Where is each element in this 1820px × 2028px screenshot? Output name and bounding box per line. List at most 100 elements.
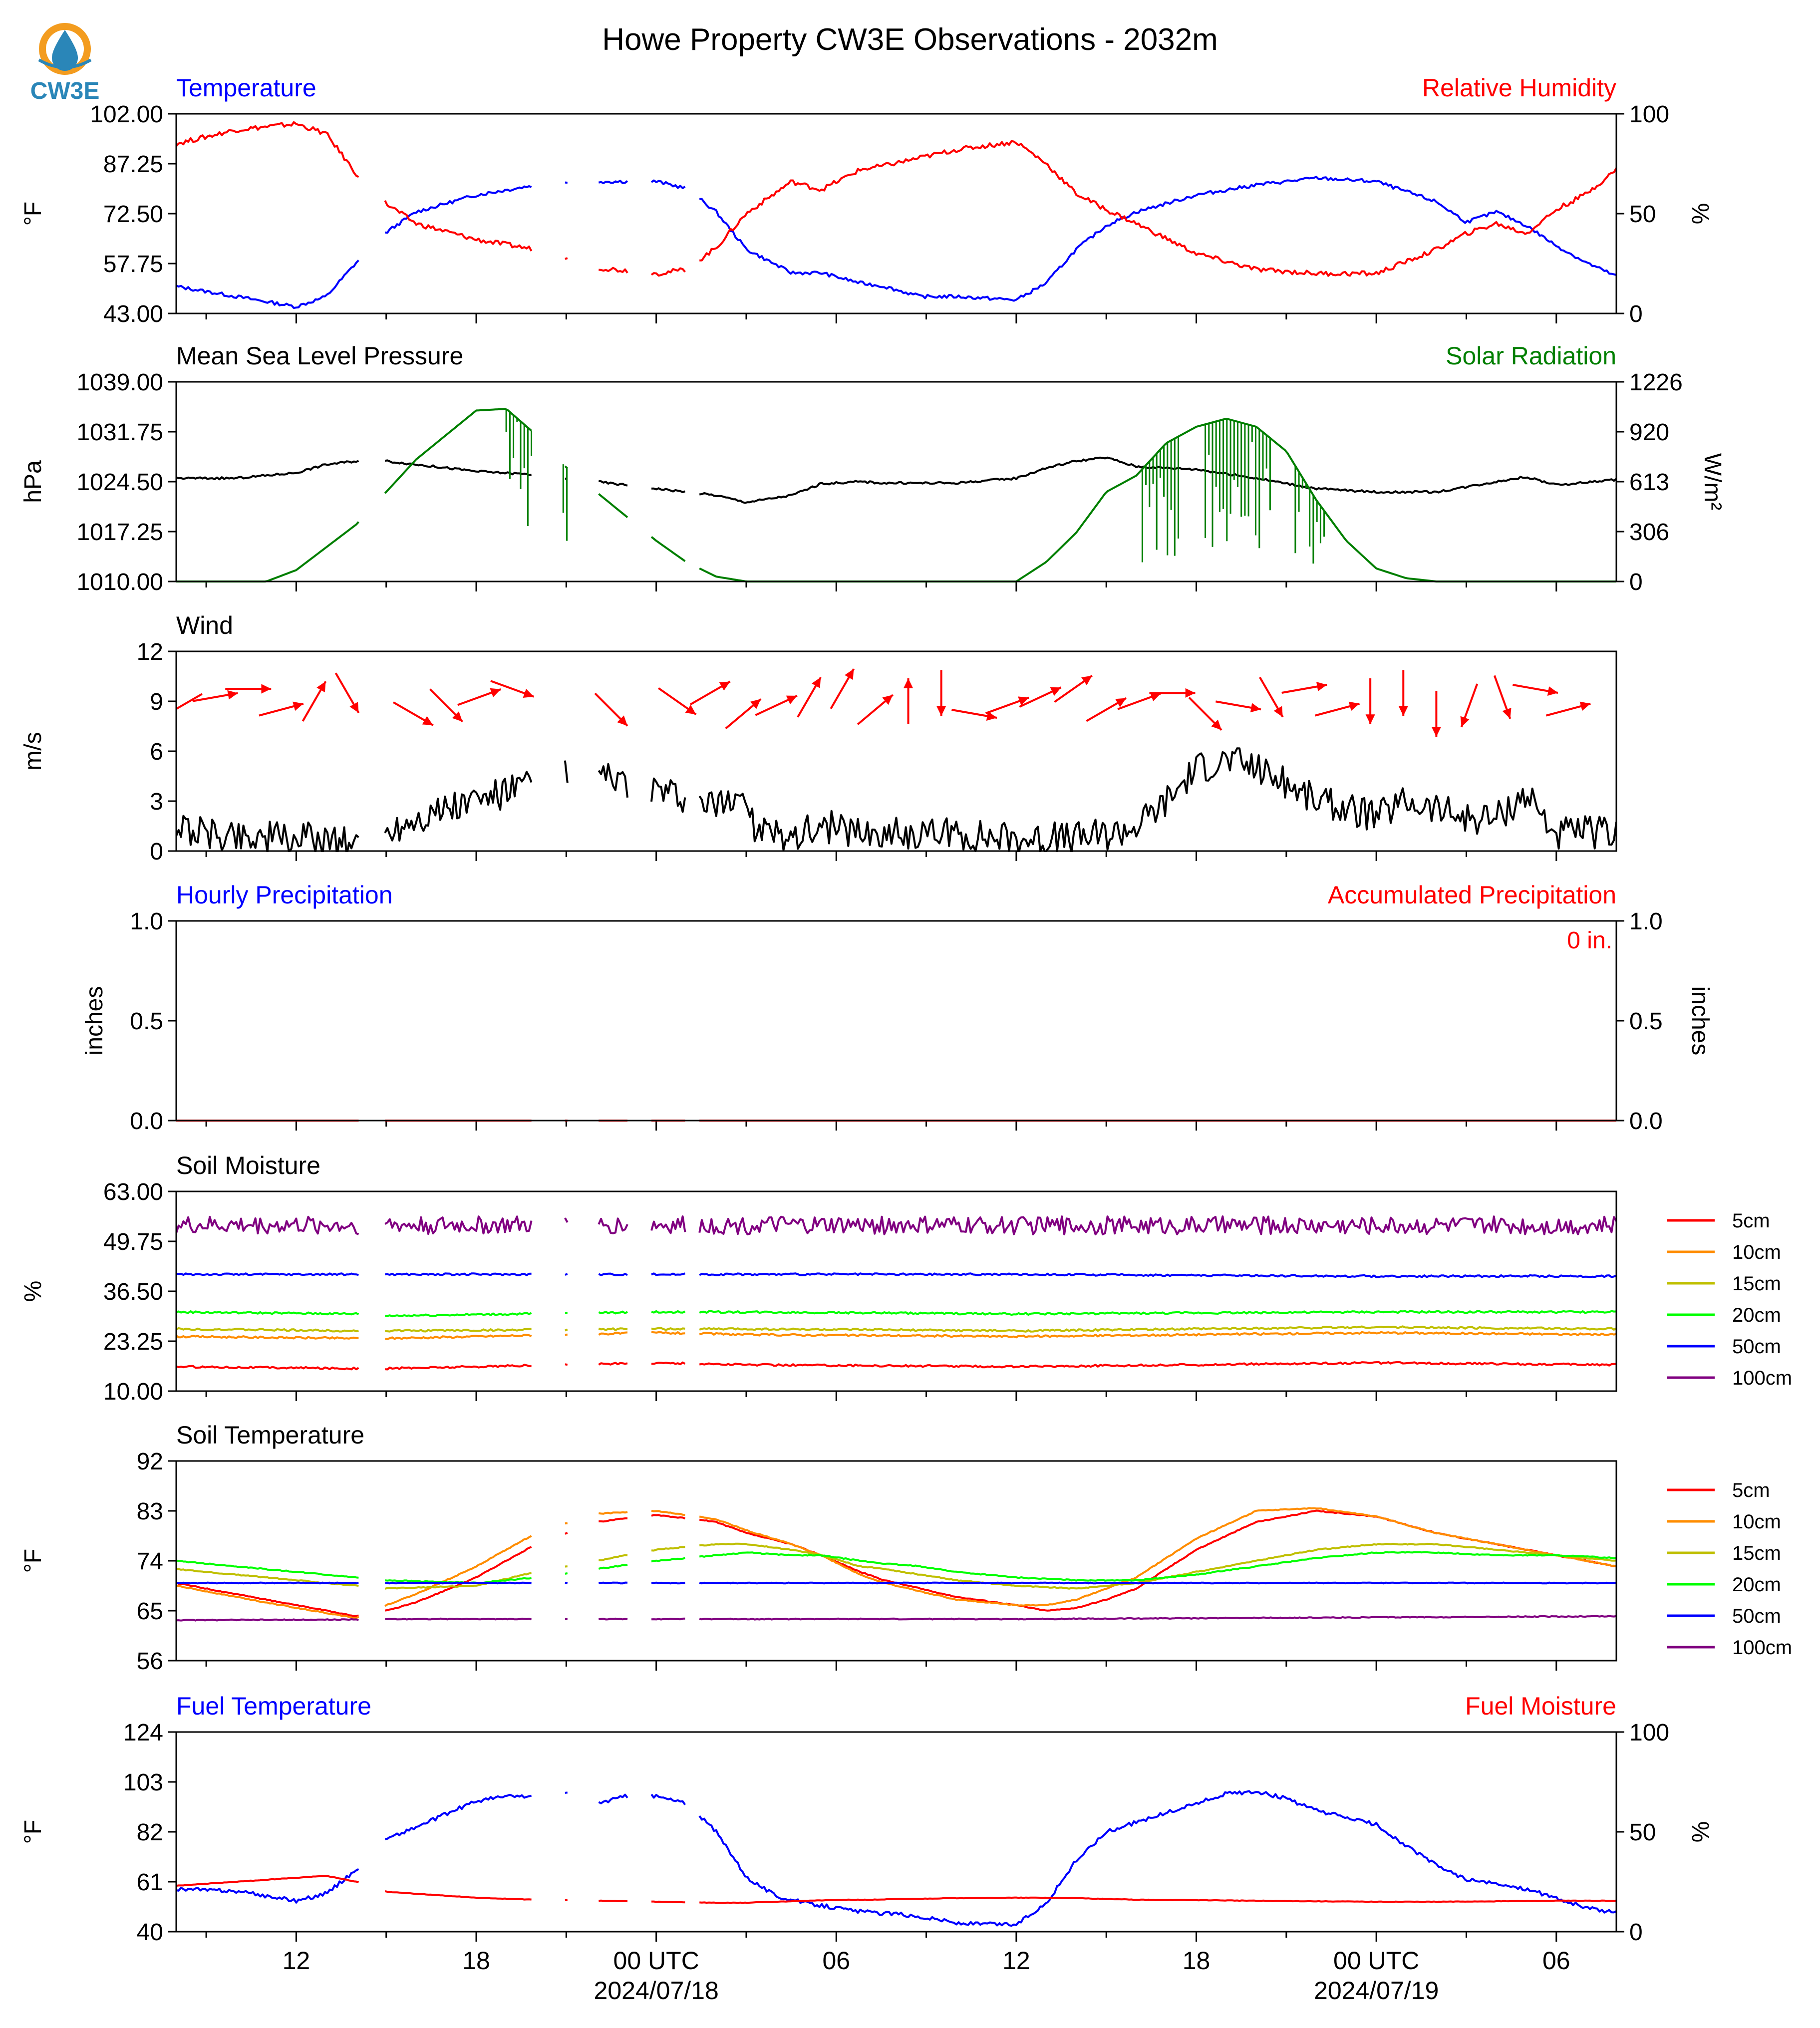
ylabel-right: inches	[1687, 986, 1713, 1056]
wind-arrow-shaft	[176, 693, 203, 710]
series-line-10cm	[176, 1331, 1616, 1340]
series-line-50cm	[176, 1581, 1616, 1585]
ytick-left-label: 74	[137, 1548, 163, 1575]
wind-arrow-head	[523, 688, 534, 698]
ytick-left-label: 36.50	[103, 1279, 163, 1305]
wind-arrow-head	[1316, 682, 1327, 691]
plot-frame	[175, 113, 1617, 314]
wind-arrow-head	[617, 715, 628, 726]
series-group	[176, 121, 1616, 309]
wind-arrow-head	[685, 705, 696, 715]
ylabel-right: %	[1687, 1821, 1713, 1843]
wind-arrow-head	[786, 695, 797, 704]
legend-label-20cm: 20cm	[1732, 1304, 1781, 1326]
panel-soil_moisture: Soil Moisture 63.00 49.75 36.50 23.25 10.00% 5…	[20, 1152, 1792, 1405]
panel-title-left: Soil Moisture	[176, 1152, 320, 1179]
ytick-left-label: 103	[123, 1769, 163, 1796]
ytick-left-label: 82	[137, 1819, 163, 1846]
ytick-right-label: 50	[1629, 201, 1656, 228]
ytick-left-label: 83	[137, 1498, 163, 1525]
wind-arrow-head	[1115, 698, 1127, 707]
wind-arrow-head	[1431, 727, 1441, 737]
ylabel-left: %	[20, 1281, 46, 1302]
panel-title-left: Hourly Precipitation	[176, 881, 393, 909]
series-line-5cm	[176, 1509, 1616, 1617]
wind-arrow-head	[845, 669, 854, 680]
plot-frame	[175, 381, 1617, 582]
legend-label-50cm: 50cm	[1732, 1605, 1781, 1627]
ylabel-left: °F	[20, 1549, 46, 1573]
ytick-right-label: 613	[1629, 469, 1669, 496]
wind-arrow-head	[422, 716, 433, 725]
wind-arrow-head	[316, 681, 326, 693]
series-line-left	[176, 747, 1616, 852]
wind-arrow-head	[1502, 708, 1512, 719]
series-line-15cm	[176, 1542, 1616, 1590]
panel-title-right: Solar Radiation	[1446, 342, 1616, 370]
series-group	[176, 668, 1616, 852]
panel-wind: Wind 12 9 6 3 0 m/s	[20, 611, 1617, 865]
legend-label-20cm: 20cm	[1732, 1574, 1781, 1596]
plot-frame	[175, 1190, 1617, 1392]
legend-label-10cm: 10cm	[1732, 1511, 1781, 1533]
ytick-left-label: 1010.00	[76, 569, 163, 595]
xdate-label: 2024/07/19	[1314, 1977, 1439, 2005]
ytick-left-label: 63.00	[103, 1179, 163, 1205]
xdate-label: 2024/07/18	[594, 1977, 719, 2005]
ytick-left-label: 56	[137, 1648, 163, 1675]
series-line-100cm	[176, 1615, 1616, 1622]
series-line-10cm	[176, 1507, 1616, 1619]
panel-pressure_solar: Mean Sea Level Pressure Solar Radiation 10…	[20, 342, 1726, 595]
logo-text: CW3E	[30, 78, 100, 104]
ytick-right-label: 1.0	[1629, 908, 1663, 935]
series-line-left	[176, 1790, 1616, 1927]
xtick-label: 00 UTC	[1333, 1947, 1419, 1975]
panel-temperature_rh: Temperature Relative Humidity 102.00 87.25 7…	[20, 74, 1713, 327]
xtick-label: 18	[1183, 1947, 1211, 1975]
series-line-right	[176, 1875, 1616, 1904]
ytick-right-label: 0	[1629, 301, 1643, 327]
ytick-right-label: 920	[1629, 419, 1669, 446]
ytick-left-label: 102.00	[90, 101, 163, 128]
ytick-left-label: 49.75	[103, 1229, 163, 1255]
logo-drop-icon	[52, 30, 78, 71]
ylabel-left: °F	[20, 202, 46, 226]
solar-dip-0	[505, 409, 533, 526]
series-line-15cm	[176, 1325, 1616, 1333]
ylabel-left: °F	[20, 1820, 46, 1844]
precip-annotation: 0 in.	[1567, 927, 1612, 954]
ytick-right-label: 100	[1629, 1720, 1669, 1746]
ytick-left-label: 12	[137, 639, 163, 665]
solar-dip-5	[1294, 466, 1325, 564]
wind-arrow-head	[986, 711, 997, 721]
legend-label-5cm: 5cm	[1732, 1210, 1770, 1232]
wind-arrow-head	[490, 688, 501, 697]
ytick-right-label: 0.5	[1629, 1008, 1663, 1035]
cw3e-logo: CW3E	[30, 23, 100, 104]
solar-dip-4	[1205, 419, 1271, 549]
series-line-right	[176, 121, 1616, 277]
legend-label-15cm: 15cm	[1732, 1542, 1781, 1564]
wind-arrow-head	[1398, 706, 1408, 716]
series-line-5cm	[176, 1361, 1616, 1371]
wind-arrow-head	[1547, 686, 1558, 696]
ytick-left-label: 61	[137, 1869, 163, 1896]
wind-arrow-head	[1050, 687, 1061, 696]
plot-frame	[175, 650, 1617, 852]
ytick-right-label: 0	[1629, 569, 1643, 595]
ytick-left-label: 1039.00	[76, 369, 163, 396]
panel-title-left: Mean Sea Level Pressure	[176, 342, 463, 370]
wind-arrow-head	[1348, 701, 1360, 711]
ytick-right-label: 306	[1629, 519, 1669, 546]
panel-title-right: Relative Humidity	[1422, 74, 1616, 102]
series-line-20cm	[176, 1310, 1616, 1318]
xtick-label: 00 UTC	[613, 1947, 699, 1975]
wind-arrow-head	[1460, 716, 1470, 727]
series-line-100cm	[176, 1215, 1616, 1235]
plot-frame	[175, 1460, 1617, 1662]
ytick-left-label: 124	[123, 1720, 163, 1746]
ytick-right-label: 100	[1629, 101, 1669, 128]
ytick-right-label: 50	[1629, 1819, 1656, 1846]
wind-arrow-head	[936, 706, 946, 716]
